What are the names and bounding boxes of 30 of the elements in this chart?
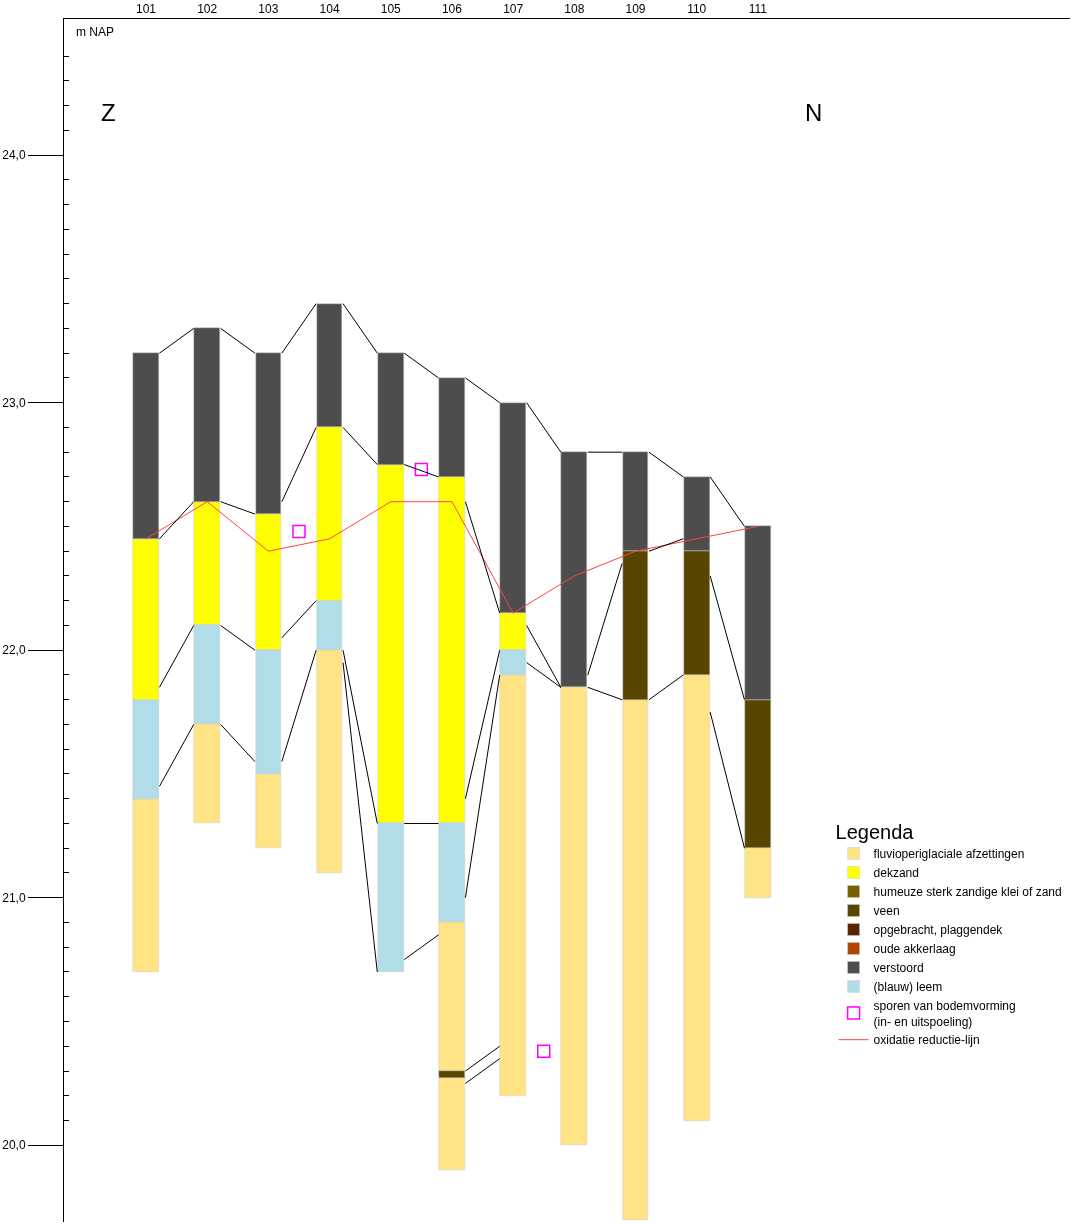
legend-label: dekzand [873,866,919,881]
x-tick-label: 103 [258,2,279,17]
y-axis-title: m NAP [76,25,115,39]
y-tick-label: 24,0 [2,148,26,163]
x-tick-label: 105 [380,2,402,17]
x-tick-label: 108 [564,2,585,17]
x-tick-label: 107 [503,2,524,17]
legend-label: fluvioperiglaciale afzettingen [873,847,1025,862]
y-tick-label: 21,0 [2,890,26,905]
x-tick-label: 104 [319,2,340,17]
legend-label: sporen van bodemvorming (in- en uitspoeling) [873,998,1016,1029]
x-tick-label: 106 [441,2,463,17]
legend-title: Legenda [835,820,915,843]
x-tick-label: 109 [625,2,646,17]
legend-label: veen [873,904,900,919]
x-tick-label: 101 [135,2,157,17]
y-tick-label: 22,0 [2,643,26,658]
legend-label: oxidatie reductie-lijn [873,1033,980,1048]
annotation: N [805,99,823,126]
legend-label: humeuze sterk zandige klei of zand [873,885,1062,900]
annotation: Z [101,99,116,126]
y-tick-label: 23,0 [2,395,26,410]
x-tick-label: 102 [197,2,218,17]
legend-label: oude akkerlaag [873,942,956,957]
y-tick-label: 20,0 [2,1138,26,1153]
x-tick-label: 110 [687,2,707,17]
legend-label: opgebracht, plaggendek [873,923,1004,938]
x-tick-label: 111 [748,2,768,17]
legend-label: (blauw) leem [873,980,943,995]
legend-label: verstoord [873,961,924,976]
